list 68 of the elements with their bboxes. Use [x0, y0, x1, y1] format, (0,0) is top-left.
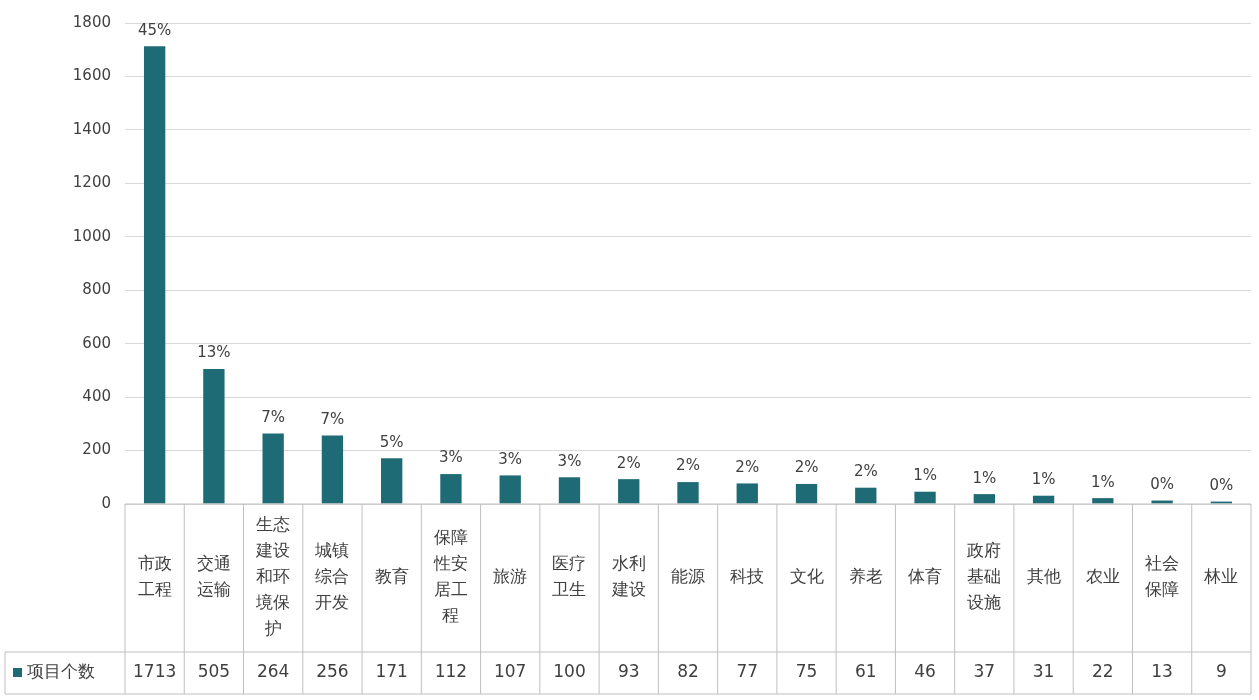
data-label: 1713: [133, 661, 177, 682]
annotation: 7%: [261, 407, 286, 426]
y-tick-label: 0: [101, 493, 111, 512]
data-label: 46: [914, 661, 936, 682]
x-tick-label: 能源: [671, 566, 705, 587]
data-label: 77: [736, 661, 759, 682]
x-tick-label: 政府基础设施: [967, 540, 1002, 613]
data-label: 31: [1032, 661, 1055, 682]
x-tick-label: 社会保障: [1145, 553, 1180, 600]
annotation: 0%: [1209, 475, 1234, 494]
x-tick-label: 科技: [730, 566, 765, 587]
x-tick-label: 林业: [1203, 566, 1239, 587]
annotation: 1%: [1031, 470, 1056, 489]
annotation: 3%: [498, 449, 523, 468]
data-label: 100: [553, 661, 586, 682]
x-tick-label: 交通运输: [196, 553, 231, 600]
annotation: 45%: [137, 20, 172, 39]
data-label: 112: [434, 661, 468, 682]
y-tick-label: 600: [82, 333, 111, 352]
x-tick-label: 体育: [908, 566, 943, 587]
annotation: 5%: [379, 432, 404, 451]
y-tick-label: 200: [82, 440, 111, 459]
y-tick-label: 1400: [72, 119, 111, 138]
x-tick-label: 保障性安居工程: [432, 527, 468, 626]
x-tick-label: 医疗卫生: [552, 553, 587, 600]
annotation: 2%: [794, 458, 819, 477]
y-tick-label: 1600: [72, 66, 111, 85]
annotation: 1%: [972, 468, 997, 487]
legend-label: 项目个数: [27, 661, 95, 682]
y-tick-label: 1000: [72, 226, 111, 245]
annotation: 7%: [320, 409, 345, 428]
data-label: 37: [973, 661, 996, 682]
x-tick-label: 教育: [374, 566, 409, 587]
y-tick-label: 1200: [72, 173, 111, 192]
y-tick-label: 1800: [72, 12, 111, 31]
annotation: 2%: [853, 462, 878, 481]
data-label: 171: [375, 661, 408, 682]
annotation: 2%: [676, 456, 700, 475]
data-label: 107: [493, 661, 527, 682]
y-tick-label: 800: [82, 280, 111, 299]
x-tick-label: 城镇综合开发: [314, 540, 350, 613]
annotation: 3%: [439, 448, 463, 467]
data-label: 93: [617, 661, 640, 682]
annotation: 2%: [735, 457, 760, 476]
annotation: 0%: [1150, 474, 1174, 493]
x-tick-label: 养老: [848, 566, 883, 587]
y-tick-label: 400: [82, 387, 111, 405]
x-tick-label: 水利建设: [610, 553, 646, 600]
data-label: 82: [677, 661, 699, 682]
data-label: 264: [256, 661, 290, 682]
annotation: 1%: [913, 466, 937, 485]
data-label: 75: [795, 661, 818, 682]
x-tick-label: 旅游: [493, 566, 528, 587]
annotation: 3%: [557, 451, 582, 470]
data-label: 256: [316, 661, 349, 682]
data-label: 22: [1092, 661, 1114, 682]
x-tick-label: 农业: [1085, 566, 1120, 587]
x-tick-label: 文化: [789, 566, 824, 587]
data-label: 505: [197, 661, 231, 682]
annotation: 13%: [197, 343, 231, 362]
data-label: 13: [1151, 661, 1173, 682]
x-tick-label: 市政工程: [137, 553, 172, 600]
x-tick-label: 其他: [1026, 566, 1061, 587]
data-label: 9: [1215, 661, 1227, 682]
annotation: 1%: [1090, 472, 1115, 491]
data-label: 61: [854, 661, 877, 682]
x-tick-label: 生态建设和环境保护: [255, 514, 291, 639]
annotation: 2%: [616, 453, 641, 472]
